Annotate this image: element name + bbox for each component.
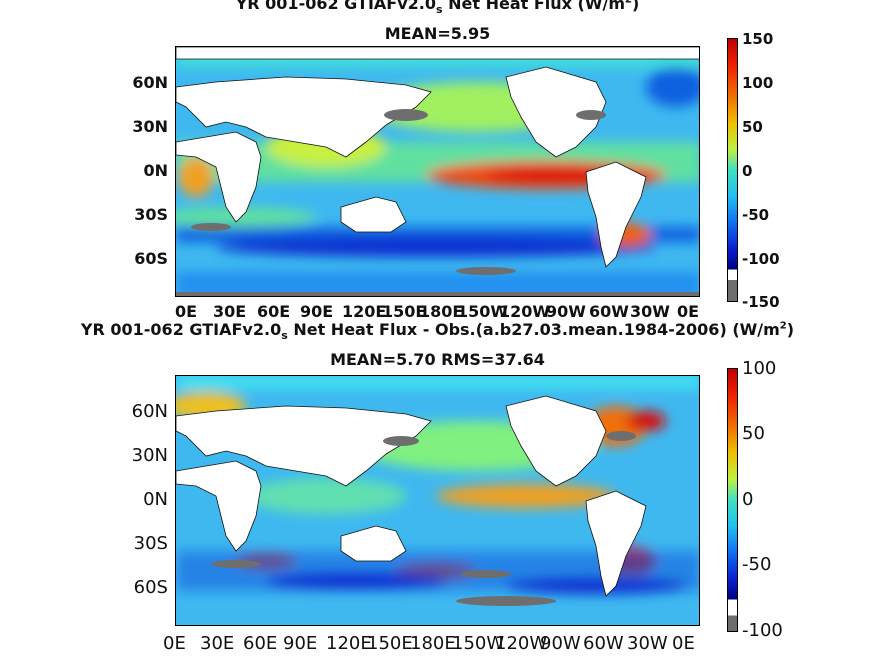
colorbar-tick: 150 bbox=[742, 30, 774, 48]
y-label-60n: 60N bbox=[132, 73, 168, 92]
panel-stats: MEAN=5.95 bbox=[384, 24, 491, 43]
x-label: 30W bbox=[627, 633, 668, 654]
map-panel bbox=[175, 375, 700, 626]
x-label: 150W bbox=[457, 302, 509, 321]
y-label-60n: 60N bbox=[131, 401, 168, 422]
x-label: 60E bbox=[257, 302, 291, 321]
colorbar-tick: -50 bbox=[742, 554, 772, 575]
x-label: 30W bbox=[630, 302, 670, 321]
x-label: 120E bbox=[342, 302, 387, 321]
colorbar-tick: 0 bbox=[742, 489, 754, 510]
x-label: 90E bbox=[283, 633, 318, 654]
x-label: 60E bbox=[243, 633, 278, 654]
x-label: 0E bbox=[677, 302, 700, 321]
y-label-30n: 30N bbox=[131, 445, 168, 466]
colorbar-tick: -100 bbox=[742, 620, 783, 641]
sea-ice bbox=[176, 109, 699, 296]
panel-title: YR 001-062 GTIAFv2.0s Net Heat Flux (W/m… bbox=[235, 0, 640, 17]
colorbar-tick: 100 bbox=[742, 358, 777, 379]
x-label: 150W bbox=[452, 633, 505, 654]
x-label: 90E bbox=[300, 302, 334, 321]
x-label: 180E bbox=[419, 302, 464, 321]
x-label: 60W bbox=[583, 633, 624, 654]
x-label: 120W bbox=[495, 633, 548, 654]
colorbar bbox=[727, 368, 738, 632]
x-label: 120W bbox=[499, 302, 551, 321]
x-label: 150E bbox=[367, 633, 413, 654]
colorbar-tick: -100 bbox=[742, 250, 780, 268]
colorbar-tick: -50 bbox=[742, 206, 770, 224]
map-panel bbox=[175, 46, 700, 297]
panel-title: YR 001-062 GTIAFv2.0s Net Heat Flux - Ob… bbox=[80, 320, 795, 343]
x-label: 0E bbox=[163, 633, 186, 654]
x-label: 90W bbox=[546, 302, 586, 321]
y-label-0n: 0N bbox=[143, 489, 168, 510]
y-label-30n: 30N bbox=[132, 117, 168, 136]
colorbar-tick: 100 bbox=[742, 74, 774, 92]
y-label-60s: 60S bbox=[133, 577, 168, 598]
x-label: 150E bbox=[382, 302, 427, 321]
land bbox=[176, 395, 647, 597]
y-label-60s: 60S bbox=[134, 249, 168, 268]
colorbar-tick: -150 bbox=[742, 293, 780, 311]
x-label: 120E bbox=[326, 633, 372, 654]
x-label: 0E bbox=[672, 633, 695, 654]
x-label: 180E bbox=[410, 633, 456, 654]
colorbar-tick: 50 bbox=[742, 118, 763, 136]
colorbar bbox=[727, 38, 738, 302]
x-label: 30E bbox=[213, 302, 247, 321]
x-label: 90W bbox=[540, 633, 581, 654]
land bbox=[176, 47, 699, 268]
colorbar-tick: 50 bbox=[742, 423, 765, 444]
panel-stats: MEAN=5.70 RMS=37.64 bbox=[330, 350, 545, 369]
y-label-30s: 30S bbox=[134, 205, 168, 224]
x-label: 0E bbox=[175, 302, 198, 321]
sea-ice bbox=[211, 431, 636, 606]
y-label-30s: 30S bbox=[133, 533, 168, 554]
y-label-0n: 0N bbox=[143, 161, 168, 180]
colorbar-tick: 0 bbox=[742, 162, 753, 180]
x-label: 60W bbox=[589, 302, 629, 321]
x-label: 30E bbox=[200, 633, 235, 654]
